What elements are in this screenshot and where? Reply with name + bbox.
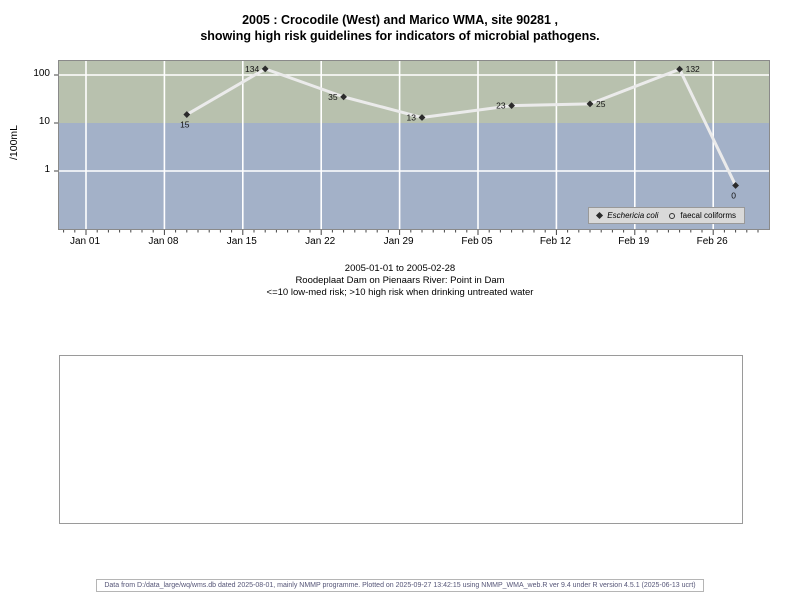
x-tick-label: Jan 08	[148, 236, 179, 247]
legend: Eschericia coli faecal coliforms	[588, 207, 745, 224]
x-tick-label: Feb 26	[696, 236, 728, 247]
data-point-marker	[732, 182, 739, 189]
data-point-label: 35	[328, 92, 338, 102]
data-point-label: 0	[731, 190, 736, 200]
data-point-label: 23	[496, 101, 506, 111]
x-tick-label: Jan 29	[383, 236, 414, 247]
sub-caption: 2005-01-01 to 2005-02-28 Roodeplaat Dam …	[0, 263, 800, 299]
caption-period: 2005-01-01 to 2005-02-28	[344, 263, 456, 274]
legend-label-ecoli: Eschericia coli	[607, 211, 659, 220]
empty-plot-panel	[59, 355, 743, 524]
data-point-marker	[183, 111, 191, 118]
plot-area: 15 134 35 13 23 25 132 0 Eschericia coli faecal…	[54, 60, 770, 235]
y-tick-label: 10	[38, 116, 50, 127]
series-line	[186, 67, 737, 187]
x-tick-label: Jan 01	[69, 236, 101, 247]
legend-label-faecal-coliforms: faecal coliforms	[680, 211, 736, 220]
data-point-marker	[586, 100, 594, 108]
x-tick-label: Jan 15	[226, 236, 257, 247]
data-point-label: 132	[686, 64, 700, 74]
chart-title: 2005 : Crocodile (West) and Marico WMA, …	[0, 12, 800, 44]
chart-svg: 15 134 35 13 23 25 132 0	[54, 61, 769, 235]
x-tick-label: Feb 12	[539, 236, 571, 247]
y-tick-label: 1	[44, 164, 50, 175]
chart-title-line2: showing high risk guidelines for indicat…	[200, 29, 600, 43]
y-tick-label: 100	[33, 68, 50, 79]
chart-title-line1: 2005 : Crocodile (West) and Marico WMA, …	[242, 13, 558, 27]
caption-site: Roodeplaat Dam on Pienaars River: Point …	[295, 275, 505, 286]
high-risk-band	[59, 61, 769, 123]
caption-risk-note: <=10 low-med risk; >10 high risk when dr…	[266, 287, 534, 298]
legend-item-ecoli: Eschericia coli	[596, 211, 659, 220]
legend-item-faecal-coliforms: faecal coliforms	[669, 211, 736, 220]
data-point-label: 13	[407, 113, 417, 123]
footer: Data from D:/data_large/wq/wms.db dated …	[0, 579, 800, 592]
x-tick-label: Feb 19	[618, 236, 650, 247]
x-tick-label: Feb 05	[461, 236, 493, 247]
data-point-marker	[418, 114, 426, 121]
filled-diamond-icon	[596, 211, 604, 220]
data-point-marker	[340, 93, 347, 101]
data-point-marker	[261, 65, 269, 73]
footer-caption: Data from D:/data_large/wq/wms.db dated …	[96, 579, 704, 592]
y-axis-label: /100mL	[8, 124, 20, 160]
data-point-label: 25	[596, 99, 606, 109]
data-point-label: 134	[245, 64, 259, 74]
data-point-label: 15	[180, 120, 190, 130]
data-point-marker	[508, 102, 515, 110]
x-tick-label: Jan 22	[305, 236, 336, 247]
open-circle-icon	[669, 212, 676, 219]
